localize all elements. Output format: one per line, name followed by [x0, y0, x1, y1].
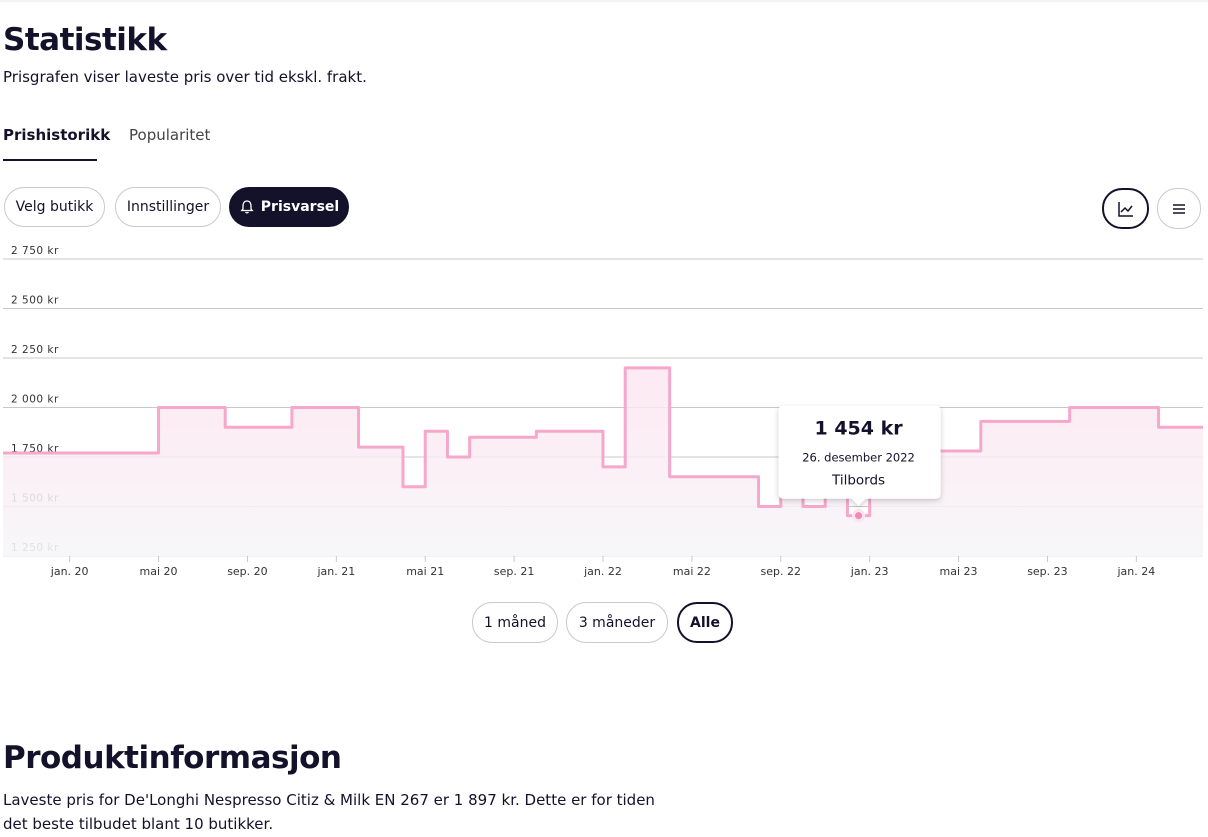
x-tick-label: jan. 24 — [1116, 565, 1155, 578]
x-tick-label: sep. 20 — [227, 565, 267, 578]
tab[interactable]: Popularitet — [129, 126, 211, 144]
y-tick-label: 2 750 kr — [11, 245, 59, 257]
list-icon — [1173, 203, 1185, 214]
range-button[interactable]: 1 måned — [472, 602, 558, 643]
y-tick-label: 2 000 kr — [11, 394, 59, 406]
tooltip-store: Tilbords — [831, 473, 885, 489]
chart-icon — [1117, 201, 1133, 217]
button-label: Alle — [690, 614, 720, 631]
tooltip-value: 1 454 kr — [814, 418, 903, 440]
button-label: 1 måned — [484, 614, 546, 631]
button-label: Prisvarsel — [260, 199, 340, 215]
x-tick-label: mai 23 — [940, 565, 978, 578]
range-button[interactable]: Alle — [677, 602, 733, 643]
section-title: Produktinformasjon — [3, 740, 342, 776]
product-text: Laveste pris for De'Longhi Nespresso Cit… — [3, 791, 655, 833]
x-tick-label: jan. 21 — [316, 565, 355, 578]
tooltip-box — [778, 405, 941, 506]
subtitle: Prisgrafen viser laveste pris over tid e… — [3, 68, 367, 86]
list-view-button[interactable] — [1157, 188, 1201, 229]
x-tick-label: jan. 20 — [50, 565, 89, 578]
x-tick-label: sep. 22 — [761, 565, 801, 578]
x-tick-label: sep. 23 — [1027, 565, 1067, 578]
page-title: Statistikk — [3, 22, 167, 58]
button-label: Velg butikk — [15, 199, 94, 215]
x-tick-label: jan. 23 — [850, 565, 889, 578]
tab-underline — [3, 159, 97, 161]
price-line — [3, 366, 1203, 518]
button-label: Innstillinger — [126, 199, 210, 215]
tooltip-marker — [852, 509, 866, 523]
range-button[interactable]: 3 måneder — [566, 602, 668, 643]
tooltip — [778, 405, 941, 506]
filter-button[interactable]: Innstillinger — [115, 187, 221, 227]
tab-active[interactable]: Prishistorikk — [3, 126, 111, 144]
tooltip-date: 26. desember 2022 — [802, 451, 915, 465]
x-tick-label: mai 20 — [140, 565, 178, 578]
bell-icon — [240, 200, 254, 214]
x-tick-label: jan. 22 — [583, 565, 622, 578]
x-tick-label: mai 21 — [406, 565, 444, 578]
x-tick-label: sep. 21 — [494, 565, 534, 578]
price-chart: 1 250 kr1 500 kr1 750 kr2 000 kr2 250 kr… — [3, 245, 1203, 578]
alert-button[interactable]: Prisvarsel — [229, 187, 349, 227]
chart-view-button[interactable] — [1102, 188, 1149, 229]
filter-button[interactable]: Velg butikk — [4, 187, 105, 227]
y-tick-label: 2 250 kr — [11, 344, 59, 356]
y-tick-label: 2 500 kr — [11, 295, 59, 307]
x-tick-label: mai 22 — [673, 565, 711, 578]
button-label: 3 måneder — [578, 614, 656, 631]
